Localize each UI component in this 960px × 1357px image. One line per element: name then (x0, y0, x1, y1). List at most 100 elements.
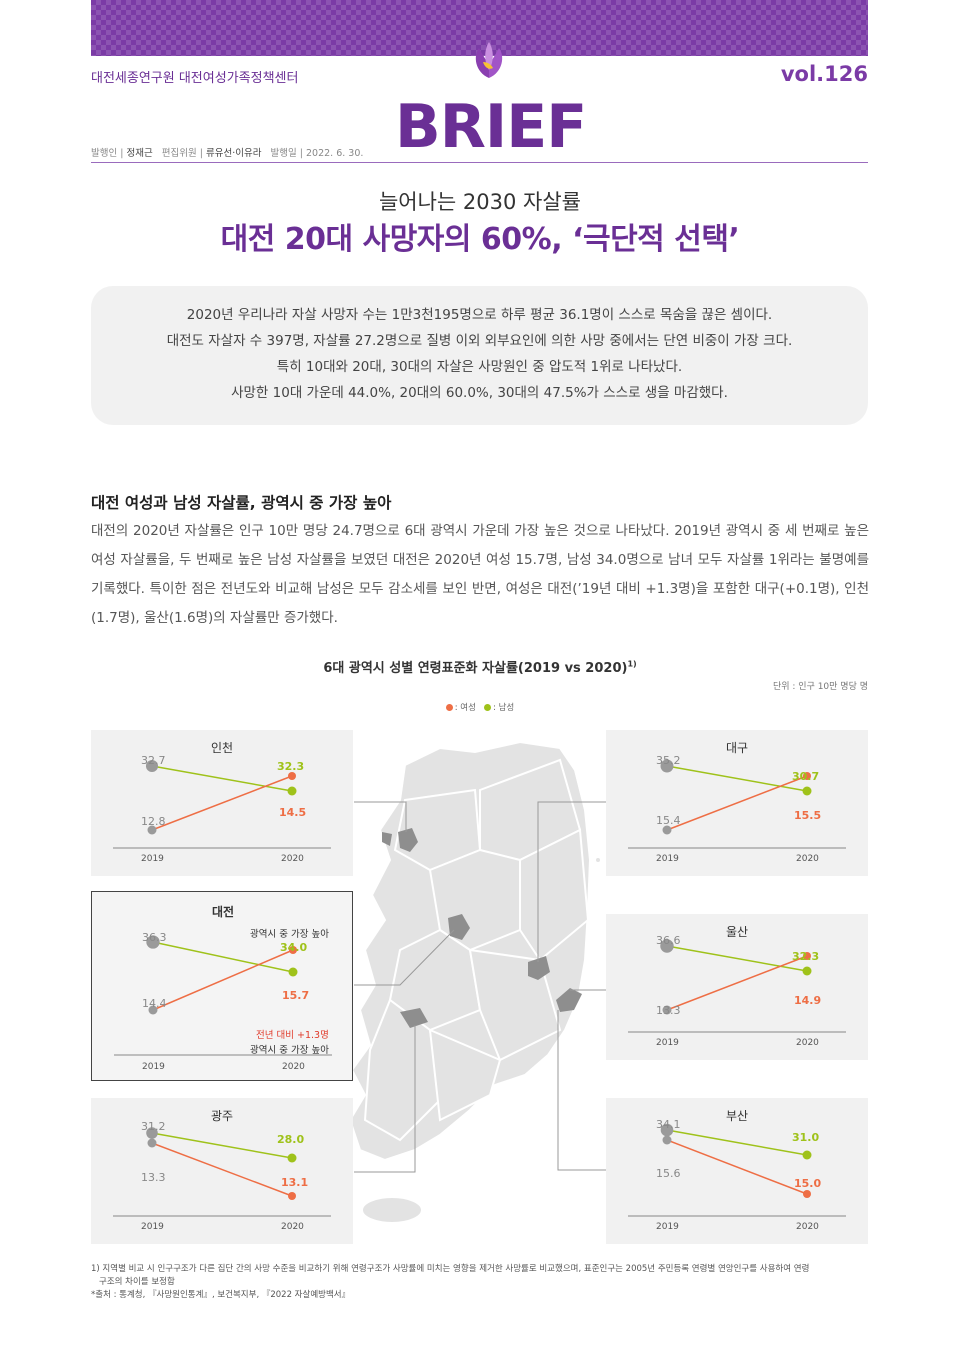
legend-men-dot-icon (484, 704, 492, 711)
footnote-line: 1) 지역별 비교 시 인구구조가 다른 집단 간의 사망 수준을 비교하기 위… (91, 1264, 810, 1274)
legend-women-label: : 여성 (454, 703, 476, 713)
summary-box: 2020년 우리나라 자살 사망자 수는 1만3천195명으로 하루 평균 36… (91, 286, 868, 425)
men-2020-value: 28.0 (277, 1133, 305, 1146)
women-series-line (666, 1139, 808, 1195)
flower-logo-icon (475, 42, 503, 78)
women-2020-value: 15.0 (794, 1177, 822, 1190)
meta-publisher-label: 발행인 | (91, 148, 124, 159)
organization-name: 대전세종연구원 대전여성가족정책센터 (91, 71, 299, 86)
year-2019-label: 2019 (141, 854, 164, 864)
women-2020-value: 15.7 (282, 989, 310, 1002)
women-series-line (151, 775, 293, 831)
footnotes: 1) 지역별 비교 시 인구구조가 다른 집단 간의 사망 수준을 비교하기 위… (91, 1263, 871, 1302)
men-2019-value: 36.6 (656, 934, 681, 947)
year-2019-label: 2019 (141, 1222, 164, 1232)
men-2020-value: 30.7 (792, 770, 820, 783)
city-panel-daejeon: 대전 광역시 중 가장 높아 36.3 34.0 14.4 15.7 전년 대비… (91, 891, 353, 1081)
year-2020-label: 2020 (281, 1222, 304, 1232)
women-2020-value: 14.9 (794, 994, 822, 1007)
city-name: 광주 (210, 1109, 234, 1123)
men-2019-value: 31.2 (141, 1120, 166, 1133)
chart-legend: : 여성 : 남성 (0, 701, 960, 713)
men-2020-value: 34.0 (280, 941, 308, 954)
chart-unit: 단위 : 인구 10만 명당 명 (772, 682, 868, 692)
men-2019-point (660, 939, 674, 953)
header-divider (91, 162, 868, 163)
women-2019-value: 14.4 (142, 997, 167, 1010)
year-2019-label: 2019 (142, 1062, 165, 1072)
women-2020-point (289, 946, 297, 954)
women-2019-value: 13.3 (656, 1004, 681, 1017)
men-2019-point (146, 935, 160, 949)
women-2019-point (148, 1005, 158, 1015)
city-panel-busan: 부산 34.1 31.0 15.6 15.0 2019 2020 (606, 1098, 868, 1244)
city-panel-ulsan: 울산 36.6 32.3 13.3 14.9 2019 2020 (606, 914, 868, 1060)
men-series-line (151, 765, 293, 792)
city-panel-svg (114, 935, 332, 1056)
women-2020-point (803, 1190, 811, 1198)
women-2019-point (662, 1135, 672, 1145)
men-2020-point (802, 966, 812, 976)
women-2019-value: 13.3 (141, 1171, 166, 1184)
header-pattern-band (91, 0, 868, 56)
women-2019-point (662, 825, 672, 835)
chart-title-footnote-mark: 1) (627, 659, 637, 669)
men-note: 광역시 중 가장 높아 (250, 929, 329, 940)
men-2020-value: 32.3 (277, 760, 305, 773)
city-panel-svg (628, 939, 846, 1033)
city-name: 인천 (210, 741, 234, 755)
men-2020-point (802, 1150, 812, 1160)
men-2019-point (660, 1123, 674, 1137)
footnote-source: *출처 : 통계청, 『사망원인통계』, 보건복지부, 『2022 자살예방백서… (91, 1290, 351, 1300)
city-panel-svg (113, 759, 331, 849)
men-2020-point (288, 967, 298, 977)
women-note: 광역시 중 가장 높아 (250, 1045, 329, 1056)
publication-meta: 발행인 | 정재근 편집위원 | 류유선·이유라 발행일 | 2022. 6. … (91, 145, 363, 159)
summary-line: 특히 10대와 20대, 30대의 자살은 사망원인 중 압도적 1위로 나타났… (276, 359, 683, 375)
women-2020-value: 13.1 (281, 1176, 309, 1189)
women-2020-value: 15.5 (794, 809, 822, 822)
volume-number: vol.126 (780, 62, 868, 86)
women-2019-point (662, 1005, 672, 1015)
year-2020-label: 2020 (281, 854, 304, 864)
section-heading: 대전 여성과 남성 자살률, 광역시 중 가장 높아 (91, 494, 392, 512)
men-2019-value: 36.3 (142, 931, 167, 944)
year-2020-label: 2020 (796, 854, 819, 864)
men-2019-value: 34.1 (656, 1118, 681, 1131)
headline-title: 대전 20대 사망자의 60%, ‘극단적 선택’ (220, 222, 740, 257)
men-2020-value: 32.3 (792, 950, 820, 963)
women-2019-point (147, 825, 157, 835)
meta-publisher: 정재근 (126, 148, 153, 159)
summary-line: 2020년 우리나라 자살 사망자 수는 1만3천195명으로 하루 평균 36… (186, 307, 773, 323)
city-name: 부산 (725, 1109, 749, 1123)
meta-editor: 류유선·이유라 (206, 148, 262, 159)
men-2019-value: 32.7 (141, 754, 166, 767)
headline-subtitle: 늘어나는 2030 자살률 (378, 190, 582, 214)
city-panel-svg (113, 1127, 331, 1217)
women-2019-value: 15.4 (656, 814, 681, 827)
footnote-line: 구조의 차이를 보정함 (99, 1277, 175, 1287)
men-2020-value: 31.0 (792, 1131, 820, 1144)
women-2020-point (288, 772, 296, 780)
men-2020-point (802, 786, 812, 796)
summary-line: 사망한 10대 가운데 44.0%, 20대의 60.0%, 30대의 47.5… (231, 385, 728, 401)
city-panel-incheon: 인천 32.7 32.3 12.8 14.5 2019 2020 (91, 730, 353, 876)
men-2019-point (145, 759, 159, 773)
men-series-line (666, 1129, 808, 1156)
brief-logo-text: BRIEF (395, 92, 587, 162)
women-2019-value: 12.8 (141, 815, 166, 828)
women-series-line (666, 955, 808, 1011)
year-2019-label: 2019 (656, 854, 679, 864)
meta-date: 발행일 | 2022. 6. 30. (270, 148, 364, 159)
city-panel-svg (628, 759, 846, 849)
meta-editor-label: 편집위원 | (161, 148, 203, 159)
city-name: 대전 (211, 905, 235, 919)
women-2020-value: 14.5 (279, 806, 307, 819)
city-panel-svg (628, 1123, 846, 1217)
year-2020-label: 2020 (796, 1222, 819, 1232)
women-2020-point (288, 1192, 296, 1200)
legend-men-label: : 남성 (493, 703, 515, 713)
city-panel-daegu: 대구 35.2 30.7 15.4 15.5 2019 2020 (606, 730, 868, 876)
chart-title-text: 6대 광역시 성별 연령표준화 자살률(2019 vs 2020) (323, 661, 628, 676)
summary-line: 대전도 자살자 수 397명, 자살률 27.2명으로 질병 이외 외부요인에 … (166, 333, 793, 349)
